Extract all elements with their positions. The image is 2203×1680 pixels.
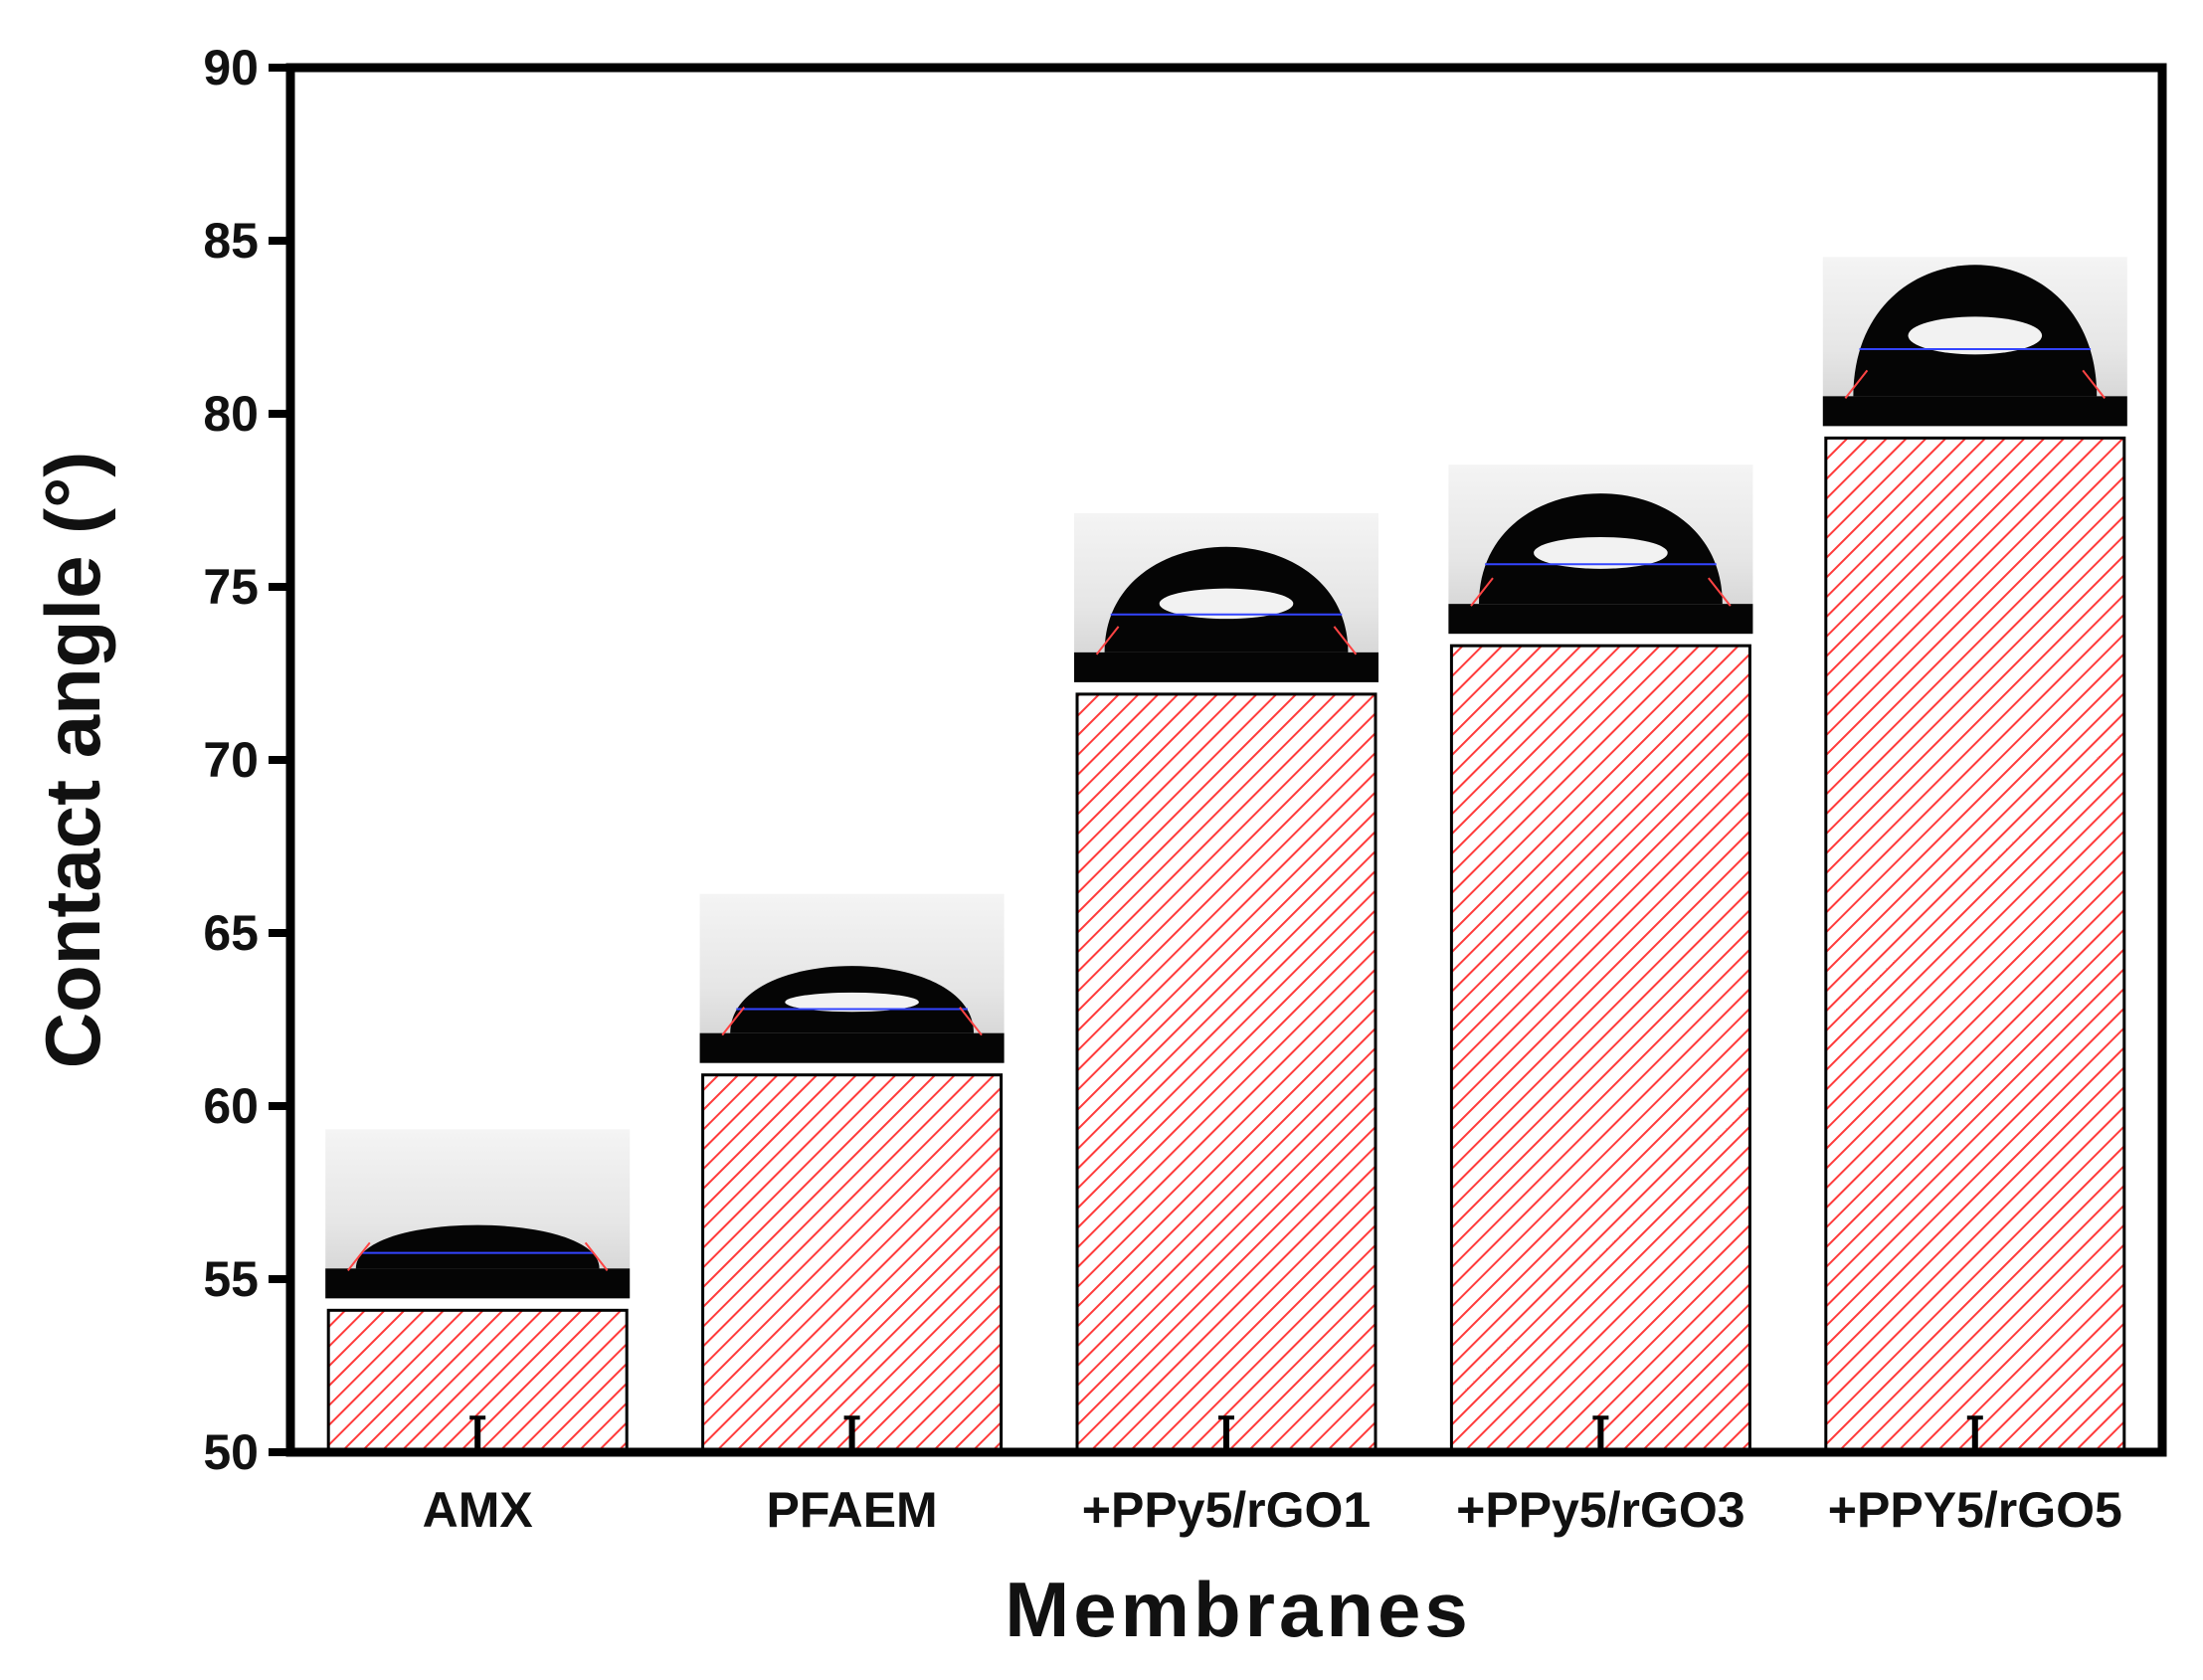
x-category-label: +PPy5/rGO3 <box>1456 1482 1744 1538</box>
y-tick-label: 70 <box>203 732 259 788</box>
x-axis-category-labels: AMX PFAEM +PPy5/rGO1 +PPy5/rGO3 +PPY5/rGO5 <box>423 1482 2122 1538</box>
x-category-label: PFAEM <box>766 1482 937 1538</box>
bar <box>1449 644 1751 1454</box>
bar <box>701 1073 1004 1454</box>
bar <box>1824 436 2126 1454</box>
droplet-images-layer <box>325 257 2127 1299</box>
y-tick-label: 80 <box>203 386 259 442</box>
y-tick-label: 55 <box>203 1251 259 1307</box>
bars-layer <box>326 436 2126 1454</box>
x-category-label: +PPy5/rGO1 <box>1082 1482 1371 1538</box>
x-category-label: +PPY5/rGO5 <box>1828 1482 2122 1538</box>
droplet-image <box>699 893 1005 1063</box>
y-tick-label: 75 <box>203 559 259 615</box>
y-tick-label: 90 <box>203 40 259 95</box>
droplet-image <box>1822 257 2127 427</box>
y-tick-label: 50 <box>203 1424 259 1480</box>
x-category-label: AMX <box>423 1482 533 1538</box>
bar <box>1075 692 1377 1454</box>
y-axis-ticks: 50 55 60 65 70 75 80 85 90 <box>203 40 290 1480</box>
y-tick-label: 60 <box>203 1078 259 1134</box>
droplet-image <box>325 1129 631 1299</box>
droplet-image <box>1074 512 1378 682</box>
y-axis-title: Contact angle (°) <box>29 452 116 1069</box>
y-tick-label: 85 <box>203 213 259 269</box>
droplet-image <box>1448 465 1753 635</box>
x-axis-title: Membranes <box>1005 1566 1472 1653</box>
y-tick-label: 65 <box>203 905 259 961</box>
